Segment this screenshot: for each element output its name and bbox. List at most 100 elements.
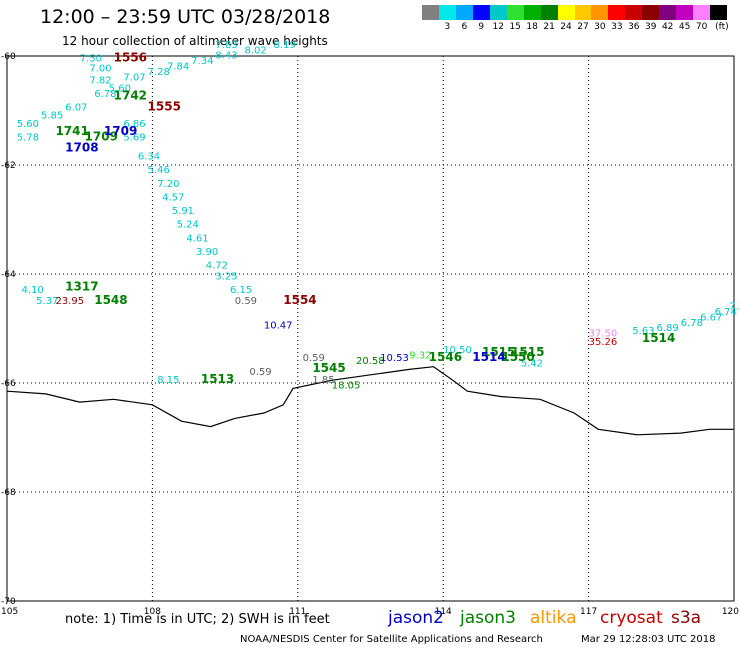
wave-height-label: 7.20 — [157, 179, 179, 190]
wave-height-label: 7.34 — [191, 56, 213, 67]
pass-time-label: 1548 — [94, 293, 127, 307]
antarctic-coastline — [6, 366, 734, 436]
wave-height-label: 10.50 — [443, 345, 472, 356]
wave-height-label: 20.58 — [356, 356, 385, 367]
pass-time-label: 1514 — [642, 331, 675, 345]
legend-altika: altika — [530, 608, 577, 628]
pass-time-label: 1515 — [511, 345, 544, 359]
wave-height-label: 10.53 — [380, 353, 409, 364]
scale-label: 30 — [594, 22, 606, 32]
chart-subtitle: 12 hour collection of altimeter wave hei… — [62, 34, 328, 48]
wave-height-label: 18.05 — [332, 380, 361, 391]
wave-height-label: 37.50 — [589, 329, 618, 340]
generation-timestamp: Mar 29 12:28:03 UTC 2018 — [581, 634, 716, 645]
wave-height-label: 0.59 — [249, 367, 271, 378]
wave-height-label: 4.61 — [186, 233, 208, 244]
pass-time-label: 1545 — [312, 361, 345, 375]
scale-swatch — [438, 5, 457, 20]
wave-height-label: 0.59 — [235, 296, 257, 307]
scale-label: 24 — [560, 22, 572, 32]
scale-label: 12 — [492, 22, 504, 32]
wave-height-color-scale — [422, 5, 728, 20]
scale-swatch — [676, 5, 694, 20]
pass-time-label: 1514 — [472, 350, 505, 364]
wave-height-label: 3.90 — [196, 247, 218, 258]
scale-swatch — [642, 5, 660, 20]
wave-height-label: 7.50 — [80, 53, 102, 64]
pass-time-label: 1546 — [429, 350, 462, 364]
scale-swatch — [625, 5, 643, 20]
wave-height-label: 5.37 — [36, 296, 58, 307]
scale-label: 39 — [645, 22, 657, 32]
scale-label: 27 — [577, 22, 589, 32]
scale-swatch — [591, 5, 609, 20]
wave-height-label: 7.00 — [89, 63, 111, 74]
wave-height-label: 6.74 — [715, 307, 737, 318]
wave-height-label: 10.47 — [264, 321, 293, 332]
wave-height-label: 8.19 — [274, 40, 296, 51]
wave-height-label: 6.78 — [94, 89, 116, 100]
wave-height-label: 6.86 — [123, 119, 145, 130]
wave-height-label: 7.82 — [89, 75, 111, 86]
scale-label: 9 — [478, 22, 485, 32]
pass-time-label: 1556 — [114, 50, 147, 64]
wave-height-label: 1.85 — [312, 375, 334, 386]
scale-label: 45 — [678, 22, 691, 32]
pass-time-label: 1741 — [55, 124, 88, 138]
pass-time-label: 1555 — [148, 100, 181, 114]
wave-height-label: 6.07 — [65, 103, 87, 114]
wave-height-label: 6.89 — [656, 323, 678, 334]
pass-time-label: 1513 — [201, 372, 234, 386]
x-tick-label: 120 — [722, 607, 739, 617]
y-tick-label: -66 — [1, 379, 16, 389]
scale-label: 18 — [526, 22, 538, 32]
y-tick-label: -62 — [1, 161, 16, 171]
x-tick-label: 105 — [1, 607, 18, 617]
wave-height-label: 6.15 — [230, 285, 252, 296]
wave-height-label: 9.32 — [409, 350, 431, 361]
lat-lon-grid — [7, 56, 734, 601]
wave-height-label: 5.24 — [177, 220, 199, 231]
scale-swatch — [710, 5, 728, 20]
x-tick-label: 117 — [580, 607, 597, 617]
map-frame — [6, 55, 735, 602]
pass-time-label: 1550 — [501, 350, 534, 364]
wave-height-label: 6.34 — [138, 152, 160, 163]
wave-height-label: 3.25 — [215, 271, 237, 282]
scale-swatch — [608, 5, 626, 20]
chart-title: 12:00 – 23:59 UTC 03/28/2018 — [40, 6, 331, 28]
y-tick-label: -60 — [1, 52, 16, 62]
wave-height-label: 6.78 — [681, 318, 703, 329]
wave-height-label: 5.85 — [41, 111, 63, 122]
wave-height-label: 4.72 — [206, 261, 228, 272]
pass-time-label: 1317 — [65, 279, 98, 293]
wave-height-label: 8.02 — [244, 45, 266, 56]
wave-height-label: 5.60 — [17, 119, 39, 130]
y-tick-label: -68 — [1, 488, 16, 498]
wave-height-label: 6.67 — [700, 312, 722, 323]
pass-time-label: 1709 — [85, 129, 118, 143]
scale-swatch — [422, 5, 440, 20]
legend-jason3: jason3 — [460, 608, 516, 628]
wave-height-label: 0.59 — [303, 353, 325, 364]
wave-height-label: 4.10 — [22, 285, 44, 296]
scale-swatch — [659, 5, 677, 20]
pass-time-label: 1554 — [283, 293, 316, 307]
wave-height-label: 7.39 — [729, 301, 740, 312]
wave-height-label: 5.60 — [109, 83, 131, 94]
pass-time-label: 1515 — [482, 345, 515, 359]
scale-swatch — [693, 5, 711, 20]
footnote: note: 1) Time is in UTC; 2) SWH is in fe… — [65, 612, 330, 627]
wave-height-label: 7.84 — [167, 62, 189, 73]
wave-height-label: 5.63 — [632, 326, 654, 337]
wave-height-label: 5.46 — [148, 165, 170, 176]
scale-label: 15 — [509, 22, 521, 32]
scale-swatch — [523, 5, 542, 20]
y-tick-label: -70 — [1, 597, 16, 607]
pass-time-label: 1709 — [104, 124, 137, 138]
wave-height-label: 23.95 — [55, 296, 84, 307]
pass-time-label: 1708 — [65, 140, 98, 154]
y-tick-label: -64 — [1, 270, 16, 280]
scale-label: 21 — [543, 22, 555, 32]
